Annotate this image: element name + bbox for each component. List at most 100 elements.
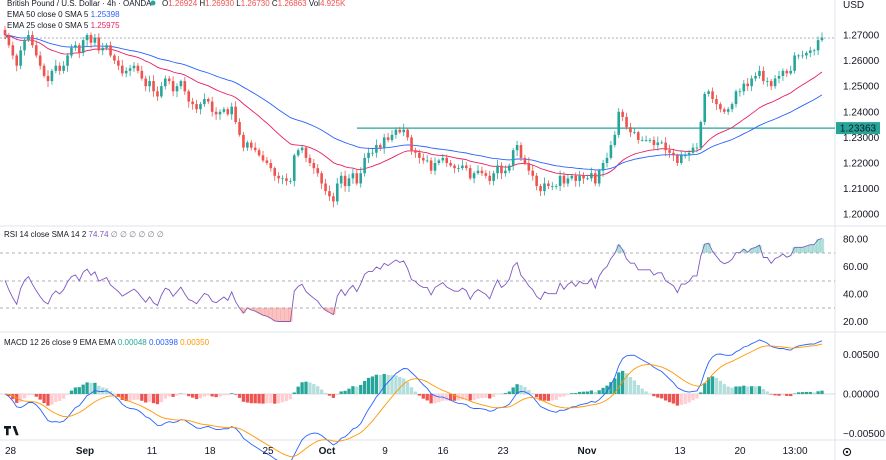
- time-label: 13:00: [782, 446, 807, 457]
- ema25-label: EMA 25 close 0 SMA 5: [7, 21, 91, 30]
- candle: [167, 75, 171, 85]
- candle: [625, 112, 628, 130]
- candle: [472, 171, 476, 184]
- time-label: 13: [674, 446, 686, 457]
- candle: [531, 165, 535, 181]
- candle: [679, 150, 683, 165]
- candle: [19, 46, 22, 70]
- candle: [476, 165, 480, 175]
- candle: [179, 79, 183, 90]
- candle: [617, 108, 621, 138]
- candle: [746, 77, 750, 91]
- candle: [77, 42, 81, 59]
- price-tick: 1.27000: [843, 31, 880, 42]
- macd-value: 0.00398: [147, 338, 179, 347]
- candle: [488, 170, 492, 185]
- candle: [449, 159, 452, 168]
- candle: [507, 163, 511, 174]
- macd-legend[interactable]: MACD 12 26 close 9 EMA EMA 0.00048 0.003…: [4, 338, 210, 347]
- macd-label: MACD 12 26 close 9 EMA EMA: [4, 338, 118, 347]
- time-label: 28: [5, 446, 17, 457]
- time-axis[interactable]: 28 Sep 11 18 25 Oct 9 16 23 Nov 13 20 13:00: [5, 446, 808, 457]
- candle: [496, 159, 499, 180]
- candle: [113, 53, 116, 65]
- candle: [457, 164, 460, 173]
- candle: [3, 26, 7, 40]
- macd-value: 0.00048: [118, 338, 147, 347]
- gear-icon[interactable]: [842, 447, 852, 457]
- candle: [378, 143, 382, 151]
- candle: [183, 76, 187, 95]
- candle: [144, 75, 148, 92]
- time-label: 23: [497, 446, 509, 457]
- candle: [402, 123, 406, 137]
- candle: [590, 167, 593, 182]
- candle: [660, 140, 664, 145]
- candle: [492, 170, 495, 186]
- ohlc-key: L: [234, 0, 241, 8]
- macd-axis[interactable]: 0.00500 0.00000 −0.00500: [843, 350, 885, 440]
- candle: [523, 154, 527, 166]
- price-tick: 1.25000: [843, 82, 880, 93]
- candle: [140, 65, 144, 81]
- candle: [515, 140, 519, 157]
- candle: [468, 164, 472, 181]
- currency-label[interactable]: USD: [843, 0, 864, 11]
- candle: [629, 122, 632, 137]
- candle: [328, 185, 331, 201]
- candle: [445, 154, 449, 167]
- legend-collapse-icon[interactable]: ^: [5, 35, 9, 44]
- candle: [85, 33, 89, 46]
- candle: [253, 142, 257, 153]
- candle: [511, 148, 515, 171]
- candle: [613, 131, 617, 148]
- candle: [281, 175, 284, 185]
- candle: [504, 165, 507, 177]
- candle: [339, 171, 343, 189]
- time-label: 9: [382, 446, 388, 457]
- candle: [163, 75, 167, 90]
- candle: [136, 62, 140, 74]
- candle: [105, 43, 108, 51]
- price-axis[interactable]: 1.27000 1.26000 1.25000 1.24000 1.23000 1.220…: [843, 31, 880, 221]
- rsi-axis[interactable]: 80.00 60.00 40.00 20.00: [843, 235, 868, 329]
- candle: [38, 51, 42, 70]
- tradingview-logo[interactable]: [4, 426, 19, 436]
- candle: [187, 89, 191, 108]
- price-tick: 1.20000: [843, 210, 880, 221]
- candle: [765, 77, 769, 87]
- market-open-dot: [150, 0, 156, 6]
- price-tick: 1.23000: [843, 133, 880, 144]
- ema50-legend[interactable]: EMA 50 close 0 SMA 5 1.25398: [7, 10, 120, 19]
- candle: [285, 173, 288, 186]
- candle: [699, 120, 703, 151]
- candle: [558, 170, 562, 192]
- candle: [292, 153, 296, 187]
- candle: [398, 126, 402, 134]
- candle: [335, 177, 339, 205]
- candle: [433, 157, 437, 175]
- candle: [359, 167, 363, 188]
- candle: [668, 144, 671, 158]
- candle: [7, 32, 11, 48]
- candle: [605, 152, 609, 168]
- candle: [461, 159, 464, 171]
- ema25-line: [4, 34, 823, 177]
- rsi-legend[interactable]: RSI 14 close SMA 14 2 74.74 ∅ ∅ ∅ ∅ ∅ ∅: [4, 230, 164, 239]
- candle: [58, 62, 62, 75]
- candle: [175, 83, 179, 98]
- candle: [226, 107, 230, 116]
- candle: [429, 157, 433, 175]
- candle: [464, 162, 468, 171]
- candle: [652, 136, 656, 150]
- ema25-legend[interactable]: EMA 25 close 0 SMA 5 1.25975: [7, 21, 120, 30]
- candle: [805, 51, 808, 60]
- candle: [812, 48, 816, 56]
- candle: [773, 75, 777, 89]
- vol-value: 4.925K: [320, 0, 346, 8]
- candle: [410, 135, 413, 155]
- candle: [816, 36, 820, 56]
- candle: [394, 127, 398, 139]
- candle: [769, 79, 773, 91]
